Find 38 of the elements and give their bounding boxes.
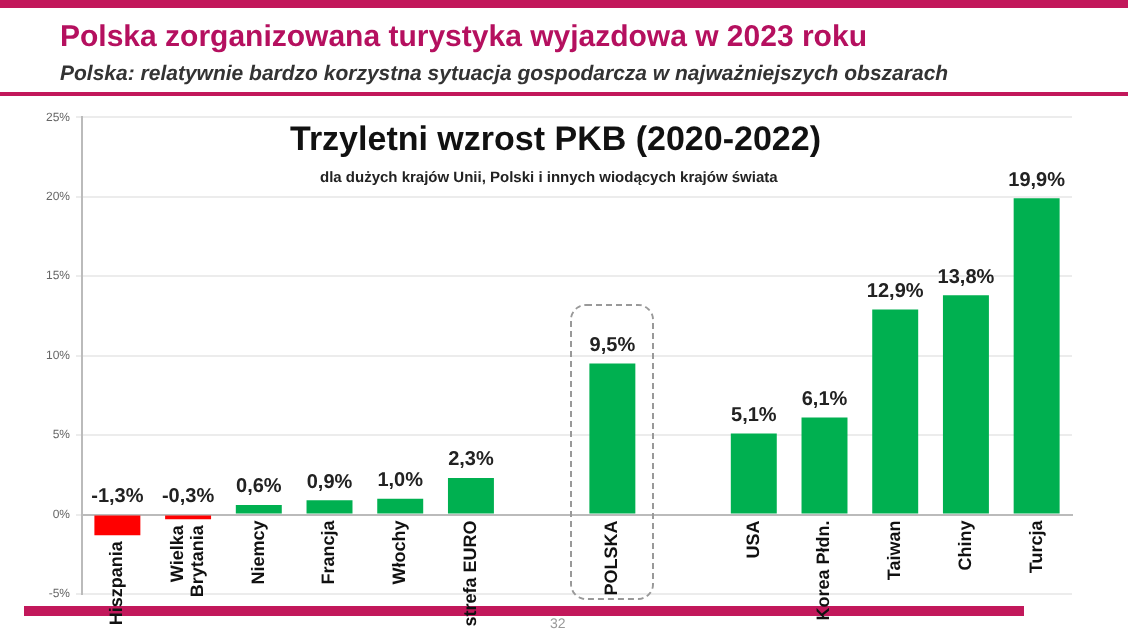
bar [589,363,636,514]
bar [447,477,494,514]
chart-title: Polska zorganizowana turystyka wyjazdowa w 2023 roku [60,20,867,54]
x-tick-label: Włochy [389,520,410,585]
x-tick-label: Wielka Brytania [167,523,208,598]
bar [306,500,353,514]
data-label: 0,9% [306,471,353,494]
x-tick-label: strefa EURO [459,520,480,627]
chart-subtitle: Polska: relatywnie bardzo korzystna sytuacja gospodarcza w najważniejszych obszarach [60,62,949,86]
x-tick-label: Niemcy [247,520,268,585]
x-tick-label: POLSKA [601,519,622,596]
x-tick-label: Francja [318,518,339,585]
data-label: 0,6% [236,476,282,499]
bar [730,433,777,514]
bar [1013,198,1060,514]
data-label: 5,1% [730,404,777,427]
x-tick-label: Turcja [1025,518,1046,574]
data-label: 13,8% [937,266,995,289]
data-label: 9,5% [589,335,636,358]
bar [377,498,424,514]
x-tick-label: USA [742,519,763,559]
data-label: 6,1% [801,389,848,412]
bar [872,309,919,514]
data-label: 1,0% [377,470,424,493]
x-tick-label: Taiwan [884,520,905,581]
bar [942,295,989,514]
bar [235,505,282,514]
data-label: -1,3% [91,486,144,509]
bar [94,515,141,536]
data-label: 2,3% [448,449,494,472]
annotation: Trzyletni wzrost PKB (2020-2022) [290,120,821,160]
x-tick-label: Korea Płdn. [813,520,834,621]
bar [801,417,848,514]
data-label: 19,9% [1008,169,1066,192]
x-tick-label: Chiny [954,520,975,571]
data-label: 12,9% [866,281,924,304]
x-tick-label: Hiszpania [106,539,127,626]
data-label: -0,3% [161,486,215,509]
